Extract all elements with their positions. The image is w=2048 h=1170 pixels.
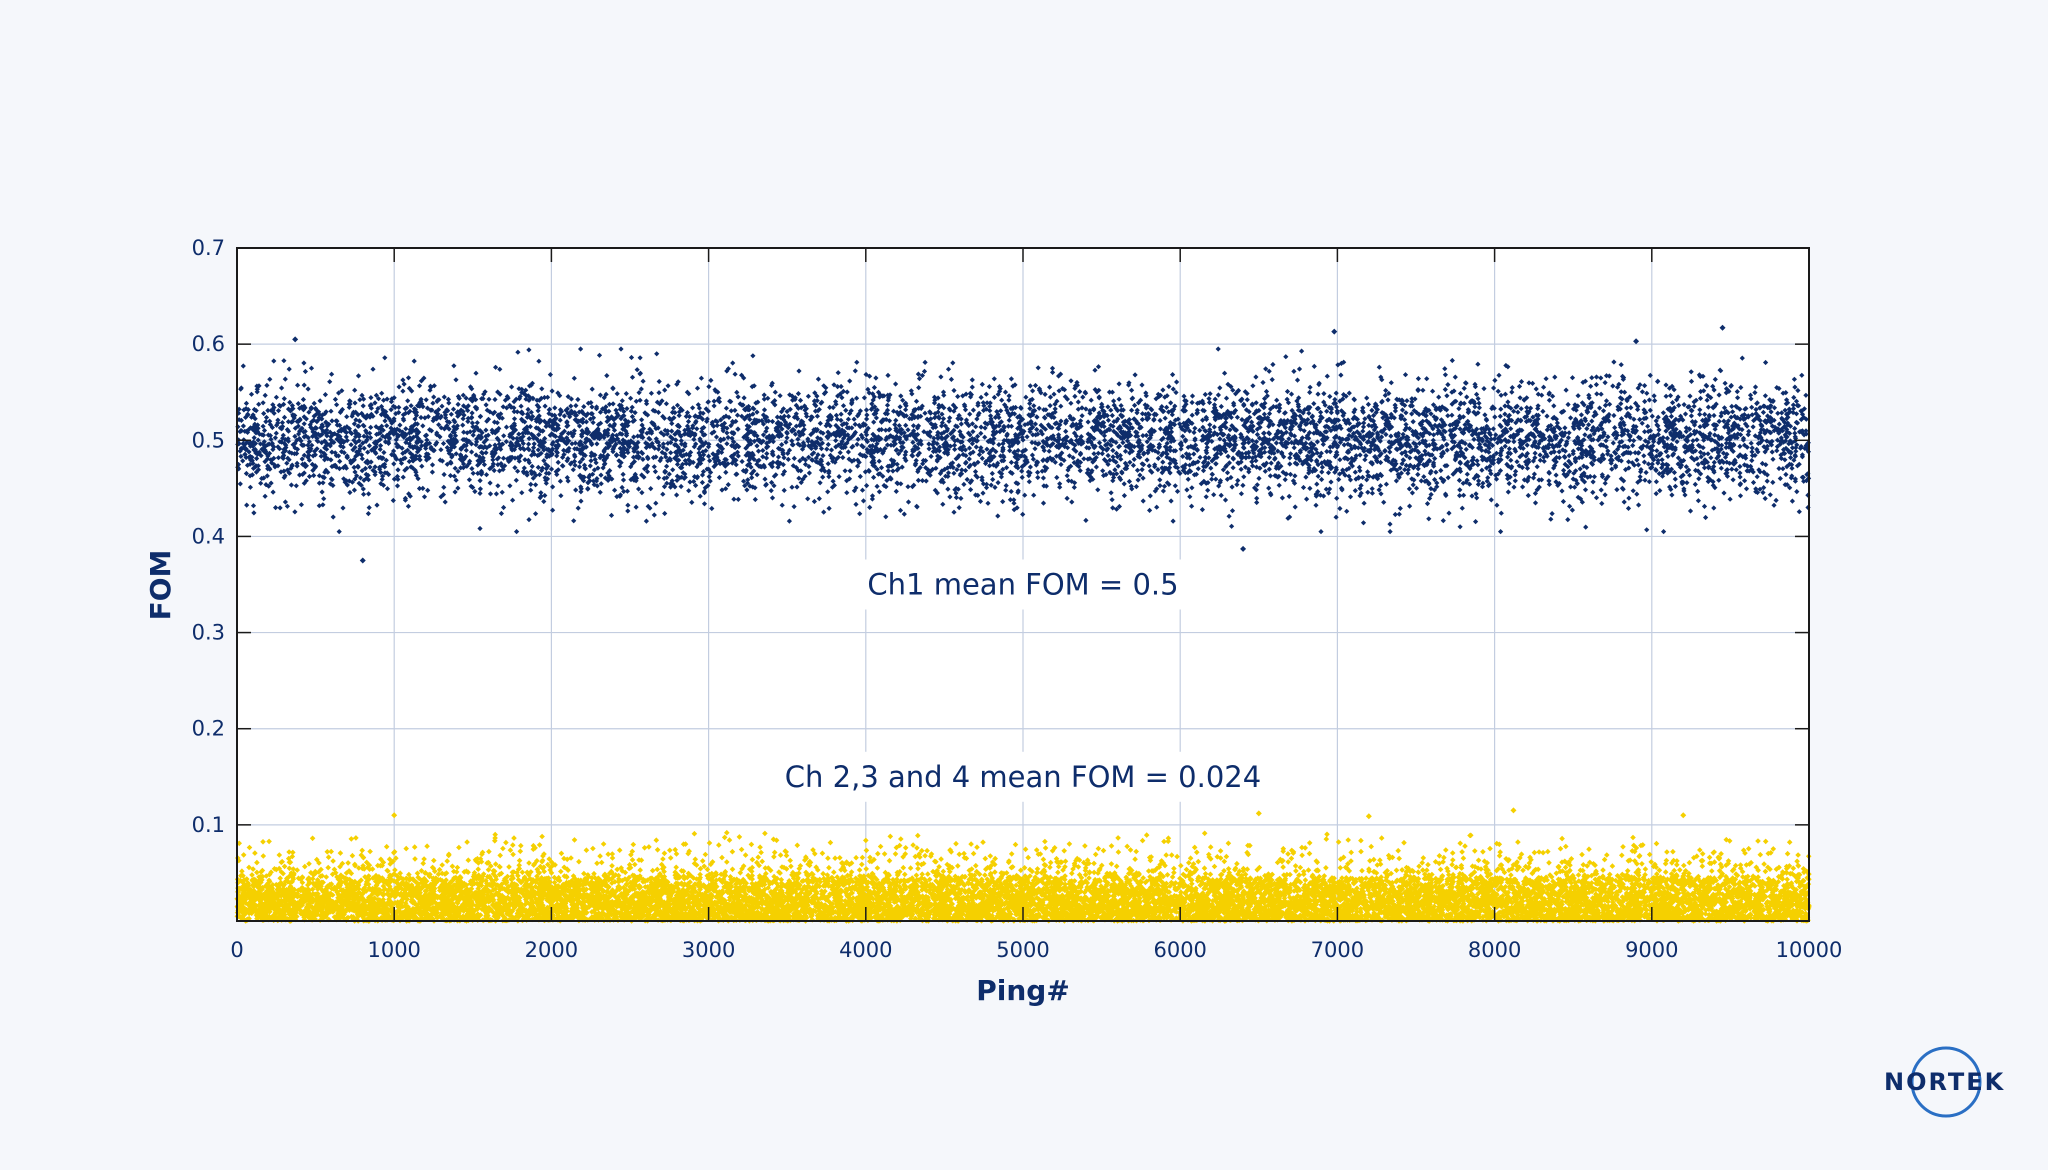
x-tick-label: 5000 — [996, 938, 1049, 962]
nortek-logo: NORTEK — [1884, 1040, 2004, 1124]
ch1-point-cloud — [235, 346, 1812, 535]
x-tick-label: 7000 — [1311, 938, 1364, 962]
tick-labels: 0 1000 2000 3000 4000 5000 6000 7000 8000 9000 100… — [192, 236, 1843, 962]
x-tick-label: 2000 — [525, 938, 578, 962]
ch234-outlier-point — [1510, 807, 1517, 814]
ch1-outlier-point — [1331, 328, 1338, 335]
plot-border — [236, 247, 1810, 922]
logo-ring-icon — [1910, 1046, 1982, 1118]
x-tick-label: 0 — [230, 938, 243, 962]
y-tick-label: 0.7 — [192, 236, 225, 260]
x-tick-label: 10000 — [1776, 938, 1843, 962]
y-tick-label: 0.6 — [192, 332, 225, 356]
annotation-text: Ch1 mean FOM = 0.5 — [867, 568, 1178, 602]
series-ch1-points — [235, 324, 1812, 564]
annotation-text: Ch 2,3 and 4 mean FOM = 0.024 — [785, 760, 1261, 794]
y-tick-label: 0.1 — [192, 813, 225, 837]
y-axis-title: FOM — [144, 550, 177, 621]
ch1-outlier-point — [292, 336, 299, 343]
x-tick-label: 8000 — [1468, 938, 1521, 962]
y-tick-label: 0.4 — [192, 524, 225, 548]
logo-text: NORTEK — [1884, 1068, 2006, 1096]
annotation-background — [853, 559, 1193, 610]
series-ch234-points — [234, 807, 1812, 924]
ch1-outlier-point — [1240, 545, 1247, 552]
annotation-backgrounds — [770, 559, 1276, 802]
y-tick-label: 0.3 — [192, 621, 225, 645]
ch234-outlier-point — [1680, 812, 1687, 819]
ch234-outlier-point — [1255, 810, 1262, 817]
ch234-point-cloud — [234, 829, 1812, 924]
ch234-outlier-point — [391, 812, 398, 819]
x-axis-title: Ping# — [976, 974, 1070, 1007]
y-tick-label: 0.2 — [192, 717, 225, 741]
ch1-outlier-point — [1719, 324, 1726, 331]
x-tick-label: 4000 — [839, 938, 892, 962]
tick-marks — [237, 248, 1809, 921]
x-tick-label: 9000 — [1625, 938, 1678, 962]
x-tick-label: 6000 — [1153, 938, 1206, 962]
annotations: Ch1 mean FOM = 0.5 Ch 2,3 and 4 mean FOM … — [785, 568, 1261, 794]
x-tick-label: 3000 — [682, 938, 735, 962]
ch234-outlier-point — [1365, 813, 1372, 820]
annotation-background — [770, 751, 1276, 802]
y-tick-label: 0.5 — [192, 428, 225, 452]
ch1-outlier-point — [1633, 338, 1640, 345]
x-tick-label: 1000 — [367, 938, 420, 962]
ch1-outlier-point — [359, 557, 366, 564]
